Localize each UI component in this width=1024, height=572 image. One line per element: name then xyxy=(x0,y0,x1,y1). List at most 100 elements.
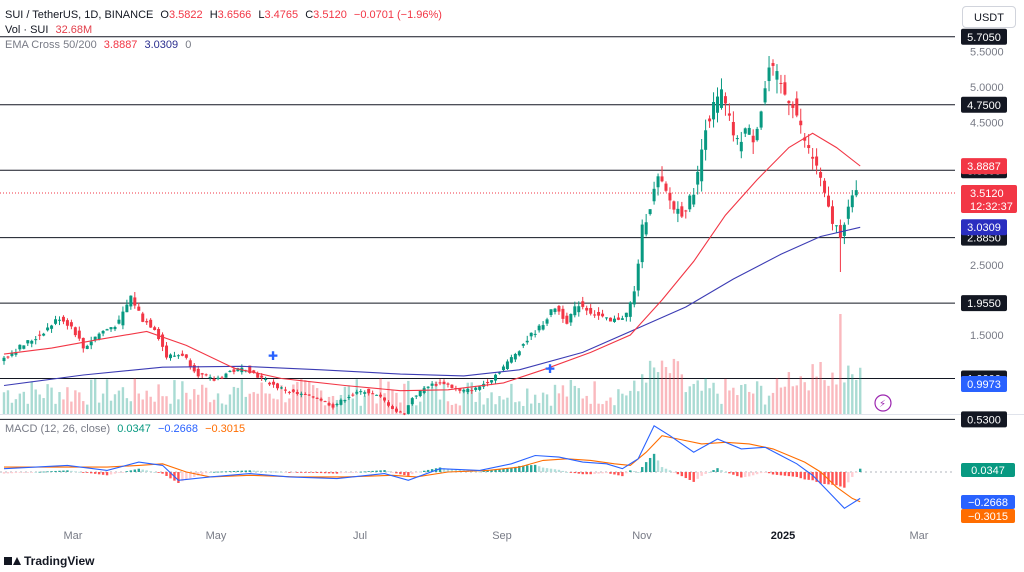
macd-histogram-bar xyxy=(339,472,343,474)
volume-bar xyxy=(117,390,121,414)
candle-body xyxy=(644,222,648,235)
volume-bar xyxy=(268,393,271,414)
macd-histogram-bar xyxy=(296,472,299,473)
volume-bar xyxy=(90,379,93,414)
macd-histogram-bar xyxy=(26,472,29,473)
macd-histogram-bar xyxy=(478,471,481,473)
volume-bar xyxy=(470,382,473,414)
volume-bar xyxy=(133,378,137,414)
volume-bar xyxy=(811,364,814,414)
candle-body xyxy=(525,340,529,343)
candle-body xyxy=(335,404,339,406)
volume-bar xyxy=(577,388,580,414)
macd-histogram-bar xyxy=(533,464,537,472)
candle-body xyxy=(180,353,184,356)
volume-bar xyxy=(161,396,164,414)
candle-body xyxy=(842,224,846,236)
volume-bar xyxy=(351,398,355,414)
candle-body xyxy=(394,408,398,412)
volume-bar xyxy=(403,383,406,414)
volume-bar xyxy=(724,378,727,414)
volume-bar xyxy=(545,394,549,414)
macd-histogram-bar xyxy=(117,472,121,473)
candle-body xyxy=(466,388,470,393)
candle-body xyxy=(450,384,454,389)
candle-body xyxy=(846,206,850,219)
macd-histogram-bar xyxy=(399,472,402,475)
macd-histogram-bar xyxy=(82,472,85,473)
volume-bar xyxy=(625,395,628,414)
volume-bar xyxy=(185,392,188,414)
volume-bar xyxy=(315,388,319,414)
volume-bar xyxy=(304,380,307,414)
macd-histogram-bar xyxy=(86,472,89,473)
volume-bar xyxy=(644,382,648,414)
volume-bar xyxy=(66,387,69,414)
close-label: C3.5120 xyxy=(305,9,347,21)
volume-bar xyxy=(272,398,275,414)
volume-bar xyxy=(700,390,703,414)
volume-bar xyxy=(518,401,521,414)
volume-bar xyxy=(668,373,672,414)
alert-flash-glyph: ⚡ xyxy=(879,399,886,410)
macd-histogram-bar xyxy=(724,472,727,473)
candle-body xyxy=(739,141,743,152)
candle-body xyxy=(589,308,593,314)
candle-body xyxy=(779,82,783,84)
macd-histogram-bar xyxy=(530,465,533,472)
macd-histogram-bar xyxy=(696,472,699,479)
volume-bar xyxy=(228,394,232,414)
macd-histogram-bar xyxy=(498,469,501,472)
volume-bar xyxy=(244,396,248,414)
macd-histogram-bar xyxy=(240,470,244,472)
candle-body xyxy=(680,206,684,217)
macd-histogram-bar xyxy=(268,471,271,473)
volume-bar xyxy=(149,396,152,414)
volume-bar xyxy=(490,392,493,414)
volume-bar xyxy=(732,387,735,414)
currency-button[interactable]: USDT xyxy=(962,6,1016,28)
volume-bar xyxy=(458,405,462,414)
level-tag-box xyxy=(961,96,1007,113)
candle-body xyxy=(759,111,763,128)
macd-histogram-bar xyxy=(589,472,592,475)
candle-body xyxy=(593,314,597,316)
candle-body xyxy=(783,82,787,95)
candle-body xyxy=(137,306,141,311)
macd-histogram-bar xyxy=(232,471,236,472)
candle-body xyxy=(216,377,220,379)
volume-bar xyxy=(755,381,759,414)
macd-hist-tag-label: 0.0347 xyxy=(971,465,1005,477)
macd-histogram-bar xyxy=(680,472,684,477)
candle-body xyxy=(509,357,513,363)
ema200-line xyxy=(3,226,861,387)
macd-histogram-bar xyxy=(70,470,73,472)
candle-body xyxy=(331,404,335,408)
macd-histogram-bar xyxy=(181,472,184,482)
volume-bar xyxy=(462,390,466,414)
candle-body xyxy=(359,391,363,393)
candle-body xyxy=(815,156,819,166)
candle-body xyxy=(541,325,545,330)
candle-body xyxy=(272,381,276,385)
volume-bar xyxy=(97,402,101,414)
macd-histogram-bar xyxy=(605,472,608,474)
macd-histogram-bar xyxy=(791,472,795,477)
candle-body xyxy=(672,201,676,210)
macd-histogram-bar xyxy=(799,472,802,479)
volume-bar xyxy=(311,385,315,414)
volume-bar xyxy=(799,376,802,414)
macd-histogram-bar xyxy=(311,472,315,473)
candle-body xyxy=(319,398,323,401)
volume-bar xyxy=(767,395,771,414)
candle-body xyxy=(398,411,402,413)
candle-body xyxy=(149,319,153,328)
macd-signal-legend: −0.3015 xyxy=(205,423,246,435)
macd-histogram-bar xyxy=(411,472,414,475)
macd-histogram-bar xyxy=(514,466,517,472)
candle-body xyxy=(264,379,268,381)
volume-bar xyxy=(609,397,612,414)
candle-body xyxy=(494,374,498,381)
volume-bar xyxy=(208,402,212,414)
